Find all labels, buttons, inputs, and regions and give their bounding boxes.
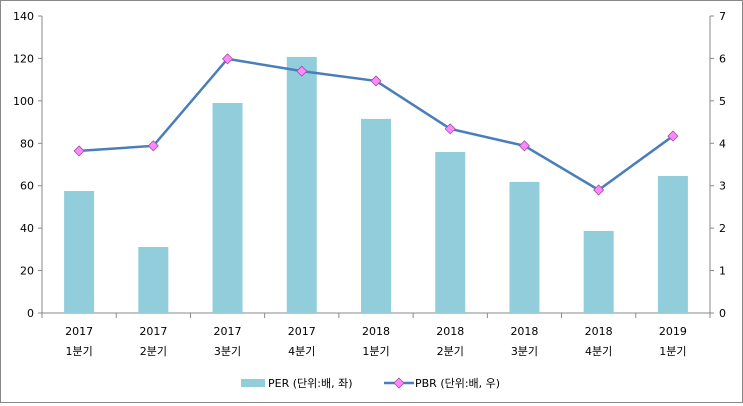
pbr-marker	[370, 75, 382, 87]
pbr-marker	[593, 184, 605, 196]
x-tick-label-year: 2017	[288, 325, 316, 338]
x-tick-label-quarter: 2분기	[140, 345, 167, 358]
x-tick-label-quarter: 3분기	[214, 345, 241, 358]
left-tick-label: 20	[20, 265, 34, 278]
right-tick-label: 5	[719, 95, 726, 108]
per-bar	[361, 118, 391, 313]
right-tick-label: 4	[719, 137, 726, 150]
x-tick-label-year: 2019	[659, 325, 687, 338]
x-tick-label-quarter: 1분기	[362, 345, 389, 358]
x-tick-label-year: 2017	[139, 325, 167, 338]
per-bar	[583, 230, 614, 313]
x-tick-label-year: 2018	[510, 325, 538, 338]
pbr-marker	[221, 53, 234, 65]
x-tick-label-quarter: 3분기	[511, 345, 538, 358]
x-tick-label-quarter: 4분기	[585, 345, 612, 358]
per-bar	[509, 181, 540, 313]
pbr-marker	[444, 123, 456, 135]
per-bar	[286, 56, 317, 313]
per-bar	[212, 102, 243, 313]
x-tick-label-quarter: 2분기	[437, 345, 464, 358]
per-bar	[657, 175, 688, 313]
pbr-marker	[147, 140, 159, 152]
pbr-marker	[518, 140, 531, 152]
pbr-marker	[296, 65, 308, 77]
pbr-marker	[73, 145, 85, 157]
left-tick-label: 120	[13, 52, 34, 65]
left-tick-label: 140	[13, 10, 34, 23]
x-tick-label-year: 2017	[65, 325, 93, 338]
per-bar	[138, 247, 169, 313]
left-tick-label: 60	[20, 180, 34, 193]
right-tick-label: 7	[719, 10, 726, 23]
left-tick-label: 80	[20, 137, 34, 150]
x-tick-label-year: 2018	[436, 325, 464, 338]
x-tick-label-year: 2017	[214, 325, 242, 338]
left-tick-label: 100	[13, 95, 34, 108]
right-tick-label: 0	[719, 307, 726, 320]
x-tick-label-year: 2018	[362, 325, 390, 338]
x-tick-label-quarter: 1분기	[65, 345, 92, 358]
left-tick-label: 0	[27, 307, 34, 320]
legend-pbr-marker	[393, 377, 405, 389]
pbr-marker	[667, 130, 679, 142]
per-bar	[64, 191, 95, 313]
legend-pbr-label: PBR (단위:배, 우)	[415, 377, 500, 390]
right-tick-label: 2	[719, 222, 726, 235]
left-tick-label: 40	[20, 222, 34, 235]
x-tick-label-year: 2018	[585, 325, 613, 338]
right-tick-label: 1	[719, 265, 726, 278]
right-tick-label: 3	[719, 180, 726, 193]
x-tick-label-quarter: 1분기	[659, 345, 686, 358]
per-bar	[435, 151, 466, 313]
right-tick-label: 6	[719, 52, 726, 65]
x-tick-label-quarter: 4분기	[288, 345, 315, 358]
legend-per-label: PER (단위:배, 좌)	[268, 377, 353, 390]
legend-per-swatch	[241, 379, 265, 387]
